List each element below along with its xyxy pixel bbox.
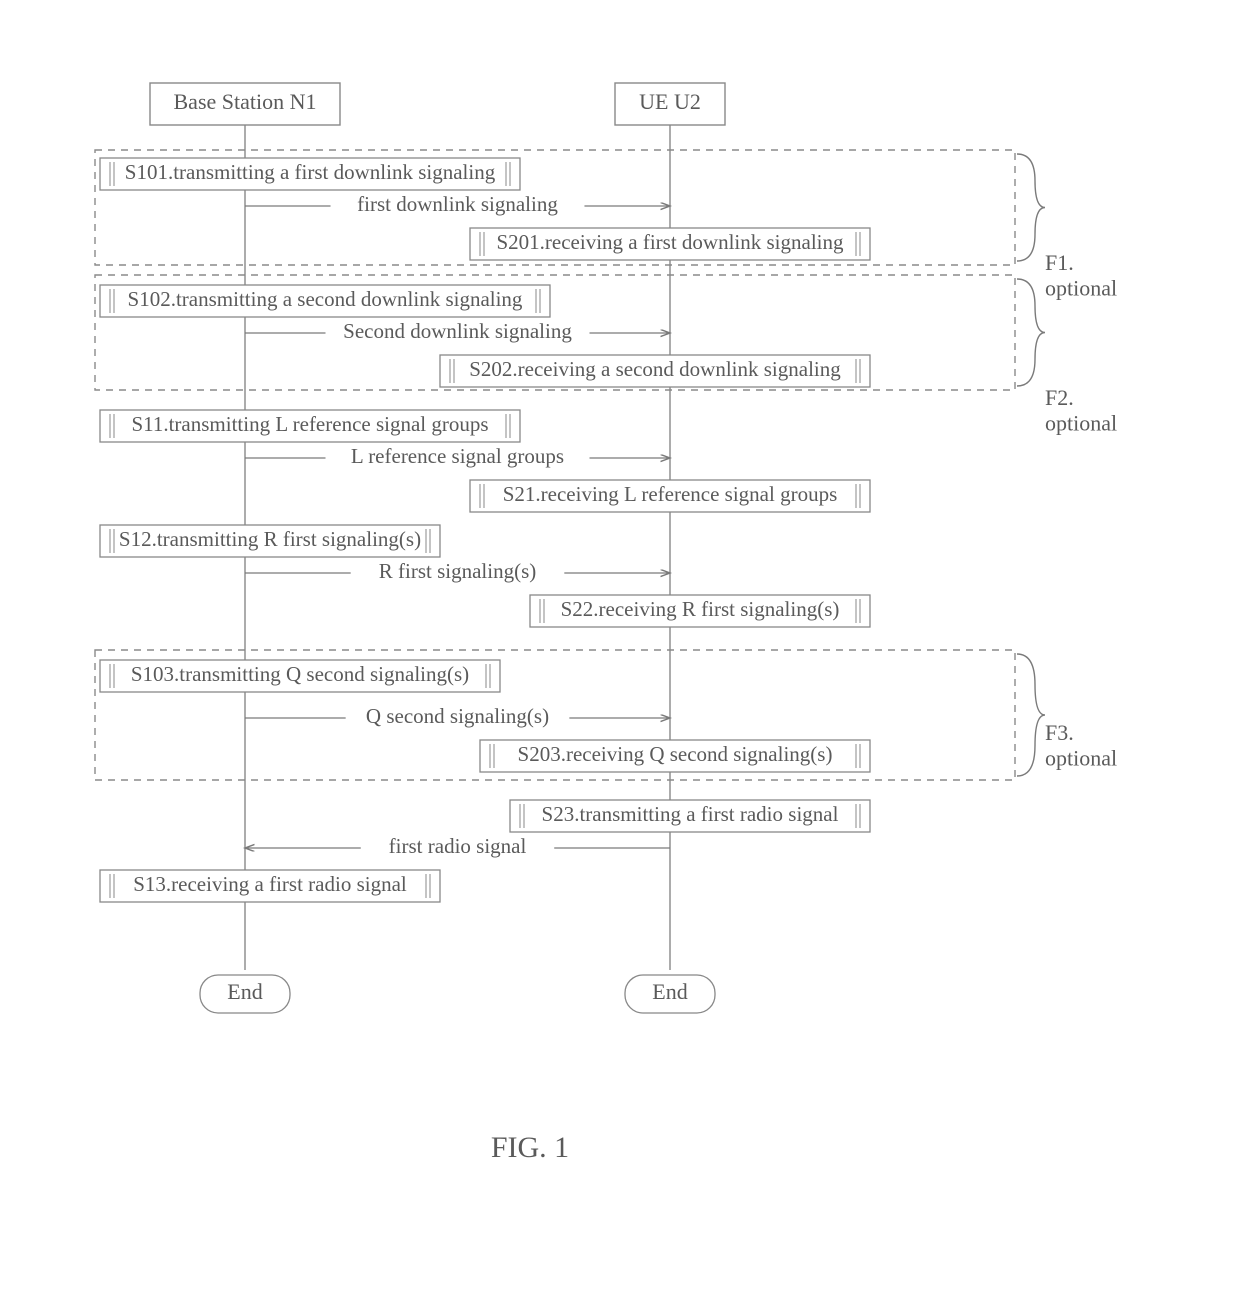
brace-F1: [1017, 154, 1045, 261]
step-box: S201.receiving a first downlink signalin…: [470, 228, 870, 260]
step-box: S21.receiving L reference signal groups: [470, 480, 870, 512]
step-box: S202.receiving a second downlink signali…: [440, 355, 870, 387]
step-label: S201.receiving a first downlink signalin…: [496, 230, 844, 254]
step-label: S202.receiving a second downlink signali…: [469, 357, 841, 381]
step-box: S13.receiving a first radio signal: [100, 870, 440, 902]
message-label: first downlink signaling: [357, 192, 558, 216]
step-label: S12.transmitting R first signaling(s): [119, 527, 421, 551]
step-label: S11.transmitting L reference signal grou…: [131, 412, 488, 436]
message-label: first radio signal: [389, 834, 527, 858]
message-label: L reference signal groups: [351, 444, 564, 468]
region-label: F3.: [1045, 720, 1074, 745]
step-label: S102.transmitting a second downlink sign…: [128, 287, 523, 311]
step-label: S101.transmitting a first downlink signa…: [125, 160, 496, 184]
message-label: Q second signaling(s): [366, 704, 549, 728]
step-label: S21.receiving L reference signal groups: [503, 482, 838, 506]
step-box: S203.receiving Q second signaling(s): [480, 740, 870, 772]
message-label: R first signaling(s): [379, 559, 537, 583]
region-label: optional: [1045, 410, 1117, 435]
step-label: S22.receiving R first signaling(s): [561, 597, 840, 621]
step-box: S12.transmitting R first signaling(s): [100, 525, 440, 557]
step-label: S203.receiving Q second signaling(s): [518, 742, 833, 766]
step-label: S103.transmitting Q second signaling(s): [131, 662, 469, 686]
step-box: S22.receiving R first signaling(s): [530, 595, 870, 627]
brace-F3: [1017, 654, 1045, 776]
lifeline-header-label-right: UE U2: [639, 89, 701, 114]
region-label: optional: [1045, 275, 1117, 300]
step-box: S101.transmitting a first downlink signa…: [100, 158, 520, 190]
step-box: S11.transmitting L reference signal grou…: [100, 410, 520, 442]
brace-F2: [1017, 279, 1045, 386]
region-label: F2.: [1045, 385, 1074, 410]
step-label: S23.transmitting a first radio signal: [542, 802, 839, 826]
end-label-left: End: [227, 979, 262, 1004]
region-label: optional: [1045, 745, 1117, 770]
step-label: S13.receiving a first radio signal: [133, 872, 407, 896]
message-label: Second downlink signaling: [343, 319, 572, 343]
region-label: F1.: [1045, 250, 1074, 275]
step-box: S102.transmitting a second downlink sign…: [100, 285, 550, 317]
step-box: S23.transmitting a first radio signal: [510, 800, 870, 832]
figure-caption: FIG. 1: [491, 1131, 569, 1164]
end-label-right: End: [652, 979, 687, 1004]
lifeline-header-label-left: Base Station N1: [174, 89, 317, 114]
step-box: S103.transmitting Q second signaling(s): [100, 660, 500, 692]
